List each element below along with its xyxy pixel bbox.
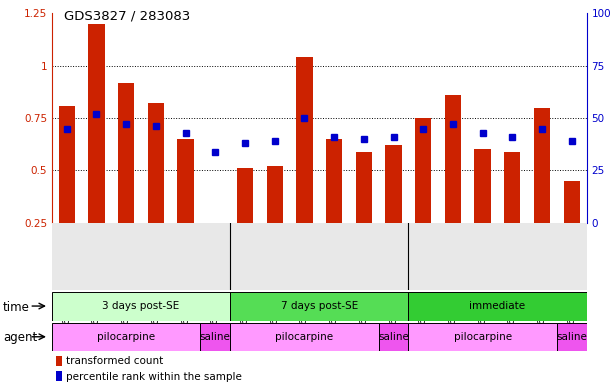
Bar xyxy=(266,166,283,275)
Text: pilocarpine: pilocarpine xyxy=(453,332,511,342)
Bar xyxy=(296,57,313,275)
Bar xyxy=(474,149,491,275)
Bar xyxy=(386,145,401,275)
Bar xyxy=(56,371,62,381)
Bar xyxy=(408,323,557,351)
Bar xyxy=(534,108,550,275)
Bar xyxy=(379,323,408,351)
Bar xyxy=(237,168,253,275)
Bar xyxy=(52,323,200,351)
Text: pilocarpine: pilocarpine xyxy=(276,332,334,342)
Bar xyxy=(59,106,75,275)
Text: saline: saline xyxy=(378,332,409,342)
Bar xyxy=(415,118,431,275)
Bar xyxy=(200,323,230,351)
Text: pilocarpine: pilocarpine xyxy=(97,332,155,342)
Text: immediate: immediate xyxy=(469,301,525,311)
Text: GDS3827 / 283083: GDS3827 / 283083 xyxy=(64,10,191,23)
Bar xyxy=(445,95,461,275)
Bar xyxy=(118,83,134,275)
Bar xyxy=(563,181,580,275)
Bar xyxy=(504,152,521,275)
Bar xyxy=(177,139,194,275)
Bar xyxy=(52,292,230,321)
Bar xyxy=(408,292,587,321)
Text: 7 days post-SE: 7 days post-SE xyxy=(280,301,358,311)
Bar xyxy=(557,323,587,351)
Text: transformed count: transformed count xyxy=(66,356,163,366)
Bar xyxy=(207,223,224,275)
Text: saline: saline xyxy=(556,332,587,342)
Bar xyxy=(230,323,379,351)
Text: percentile rank within the sample: percentile rank within the sample xyxy=(66,372,242,382)
Bar xyxy=(230,292,408,321)
Bar xyxy=(356,152,372,275)
Bar xyxy=(89,24,104,275)
Bar xyxy=(326,139,342,275)
Bar xyxy=(148,103,164,275)
Bar xyxy=(56,356,62,366)
Text: agent: agent xyxy=(3,331,37,344)
Text: saline: saline xyxy=(200,332,231,342)
Text: time: time xyxy=(3,301,30,314)
Text: 3 days post-SE: 3 days post-SE xyxy=(103,301,180,311)
